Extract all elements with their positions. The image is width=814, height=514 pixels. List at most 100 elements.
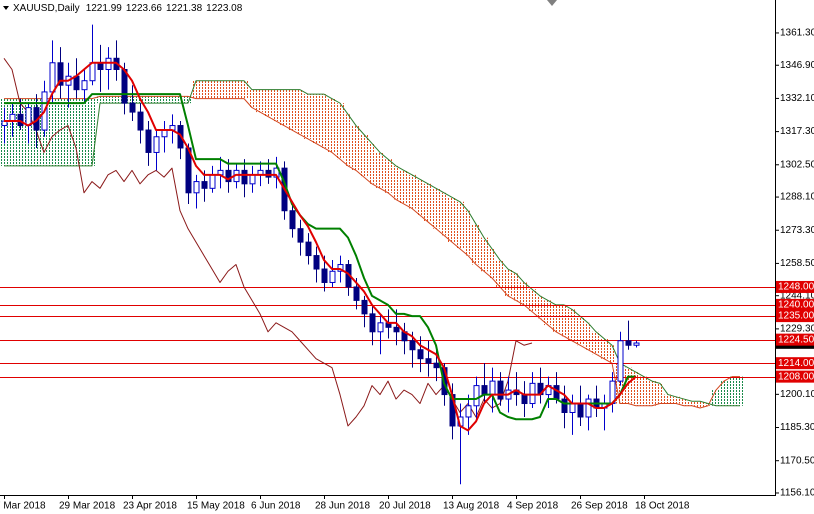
cloud-segment [552, 304, 560, 332]
candle-body [57, 62, 64, 86]
candle-body [617, 340, 624, 382]
cloud-segment [608, 345, 616, 364]
cloud-segment [680, 399, 688, 406]
cloud-segment [152, 96, 160, 104]
level-label: 1235.00 [778, 311, 814, 322]
candle-body [297, 228, 304, 243]
cloud-segment [256, 89, 264, 113]
candle-body [25, 107, 32, 127]
x-tick-label: 7 Mar 2018 [0, 501, 46, 512]
level-label-box [776, 280, 814, 293]
cloud-segment [272, 89, 280, 122]
cloud-segment [88, 98, 96, 166]
cloud-segment [568, 309, 576, 341]
x-tick-label: 20 Jul 2018 [379, 501, 431, 512]
candle-body [73, 75, 80, 91]
x-tick-label: 29 Mar 2018 [59, 501, 116, 512]
cloud-segment [512, 273, 520, 301]
candle-body [481, 385, 488, 396]
cloud-segment [208, 80, 216, 99]
header-high: 1223.66 [126, 3, 163, 14]
candle-body [17, 113, 24, 127]
cloud-segment [200, 80, 208, 99]
candle-body [633, 342, 640, 346]
candle-body [377, 322, 384, 333]
candle-body [265, 169, 272, 178]
candle-body [361, 299, 368, 315]
cloud-segment [544, 300, 552, 326]
level-label: 1214.00 [778, 358, 814, 369]
cloud-segment [176, 96, 184, 104]
cloud-segment [720, 381, 728, 406]
cloud-segment [368, 143, 376, 184]
cloud-segment [16, 98, 24, 166]
cloud-segment [248, 89, 256, 108]
candle-body [249, 174, 256, 185]
cloud-segment [72, 98, 80, 166]
cloud-segment [184, 96, 192, 104]
x-tick-label: 18 Oct 2018 [635, 501, 690, 512]
header-marker [3, 6, 9, 10]
candle-body [89, 62, 96, 82]
cloud-segment [424, 183, 432, 222]
candle-body [49, 62, 56, 93]
cloud-segment [240, 80, 248, 99]
candle-body [329, 270, 336, 283]
cloud-segment [440, 192, 448, 236]
cloud-segment [472, 224, 480, 265]
cloud-segment [304, 94, 312, 139]
x-tick-label: 23 Apr 2018 [123, 501, 177, 512]
cloud-segment [672, 396, 680, 404]
y-tick-label: 1332.10 [780, 93, 814, 104]
candle-body [161, 129, 168, 138]
y-tick-label: 1317.30 [780, 126, 814, 137]
cloud-segment [704, 403, 712, 406]
level-label: 1224.50 [778, 334, 814, 345]
candle-body [209, 174, 216, 189]
y-tick-label: 1229.30 [780, 324, 814, 335]
y-tick-label: 1156.10 [780, 488, 814, 499]
cloud-segment [232, 80, 240, 99]
cloud-segment [64, 98, 72, 166]
cloud-segment [216, 80, 224, 99]
y-tick-label: 1273.30 [780, 225, 814, 236]
candle-body [393, 326, 400, 333]
candle-body [81, 80, 88, 91]
cloud-segment [224, 80, 232, 99]
cloud-segment [656, 383, 664, 404]
y-tick-label: 1258.50 [780, 258, 814, 269]
level-label-box [776, 298, 814, 311]
cloud-segment [296, 89, 304, 135]
candle-body [489, 380, 496, 396]
x-tick-label: 4 Sep 2018 [507, 501, 559, 512]
x-tick-label: 15 May 2018 [187, 501, 245, 512]
cloud-segment [632, 372, 640, 406]
y-tick-label: 1361.30 [780, 28, 814, 39]
candle-body [105, 57, 112, 70]
candle-body [369, 313, 376, 333]
candle-body [425, 358, 432, 364]
cloud-segment [168, 96, 176, 104]
cloud-segment [576, 316, 584, 346]
candle-body [193, 181, 200, 194]
candle-body [473, 385, 480, 407]
cloud-segment [504, 269, 512, 296]
candle-body [313, 255, 320, 270]
candle-body [321, 268, 328, 283]
cloud-segment [648, 381, 656, 406]
cloud-segment [712, 390, 720, 406]
cloud-segment [264, 89, 272, 117]
plot-area [0, 24, 775, 485]
cloud-segment [584, 322, 592, 350]
x-tick-label: 26 Sep 2018 [571, 501, 628, 512]
level-label: 1208.00 [778, 371, 814, 382]
candle-body [577, 403, 584, 418]
cloud-segment [464, 210, 472, 256]
y-tick-label: 1170.50 [780, 455, 814, 466]
cloud-segment [624, 367, 632, 404]
candle-body [241, 169, 248, 185]
chart-header: XAUUSD,Daily 1221.99 1223.66 1221.38 1223.08 [13, 3, 243, 14]
